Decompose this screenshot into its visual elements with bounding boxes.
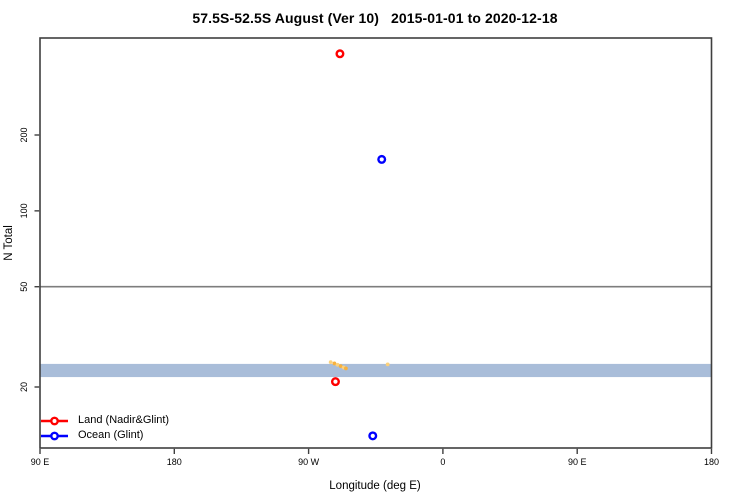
legend-item-land: Land (Nadir&Glint) bbox=[41, 413, 169, 428]
data-point bbox=[368, 431, 378, 441]
land-series-marker-icon bbox=[41, 416, 68, 425]
cluster-dot bbox=[335, 362, 340, 367]
x-tick-label: 0 bbox=[440, 457, 445, 467]
cluster-dot bbox=[338, 364, 343, 369]
ocean-series-marker-icon bbox=[41, 431, 68, 440]
y-axis-title: N Total bbox=[3, 225, 15, 261]
y-tick-label: 200 bbox=[19, 127, 29, 142]
x-tick-label: 180 bbox=[704, 457, 719, 467]
data-point bbox=[330, 377, 340, 387]
x-tick-label: 90 W bbox=[298, 457, 320, 467]
legend-label-ocean: Ocean (Glint) bbox=[78, 429, 144, 441]
highlight-band bbox=[40, 363, 712, 378]
x-tick-label: 180 bbox=[167, 457, 182, 467]
cluster-dot bbox=[385, 362, 390, 367]
cluster-dot bbox=[332, 361, 337, 366]
cluster-dot bbox=[328, 360, 333, 365]
chart-title: 57.5S-52.5S August (Ver 10) 2015-01-01 t… bbox=[192, 10, 558, 26]
data-point bbox=[335, 49, 345, 59]
y-tick-label: 100 bbox=[19, 203, 29, 218]
legend-item-ocean: Ocean (Glint) bbox=[41, 428, 169, 443]
data-point bbox=[377, 154, 387, 164]
legend: Land (Nadir&Glint) Ocean (Glint) bbox=[41, 413, 169, 443]
legend-label-land: Land (Nadir&Glint) bbox=[78, 414, 170, 426]
x-tick-label: 90 E bbox=[31, 457, 50, 467]
x-axis-title: Longitude (deg E) bbox=[329, 480, 421, 492]
cluster-dot bbox=[344, 366, 348, 371]
x-tick-label: 90 E bbox=[568, 457, 587, 467]
y-tick-label: 50 bbox=[19, 282, 29, 292]
plot-border bbox=[39, 37, 713, 449]
y-tick-label: 20 bbox=[19, 382, 29, 392]
